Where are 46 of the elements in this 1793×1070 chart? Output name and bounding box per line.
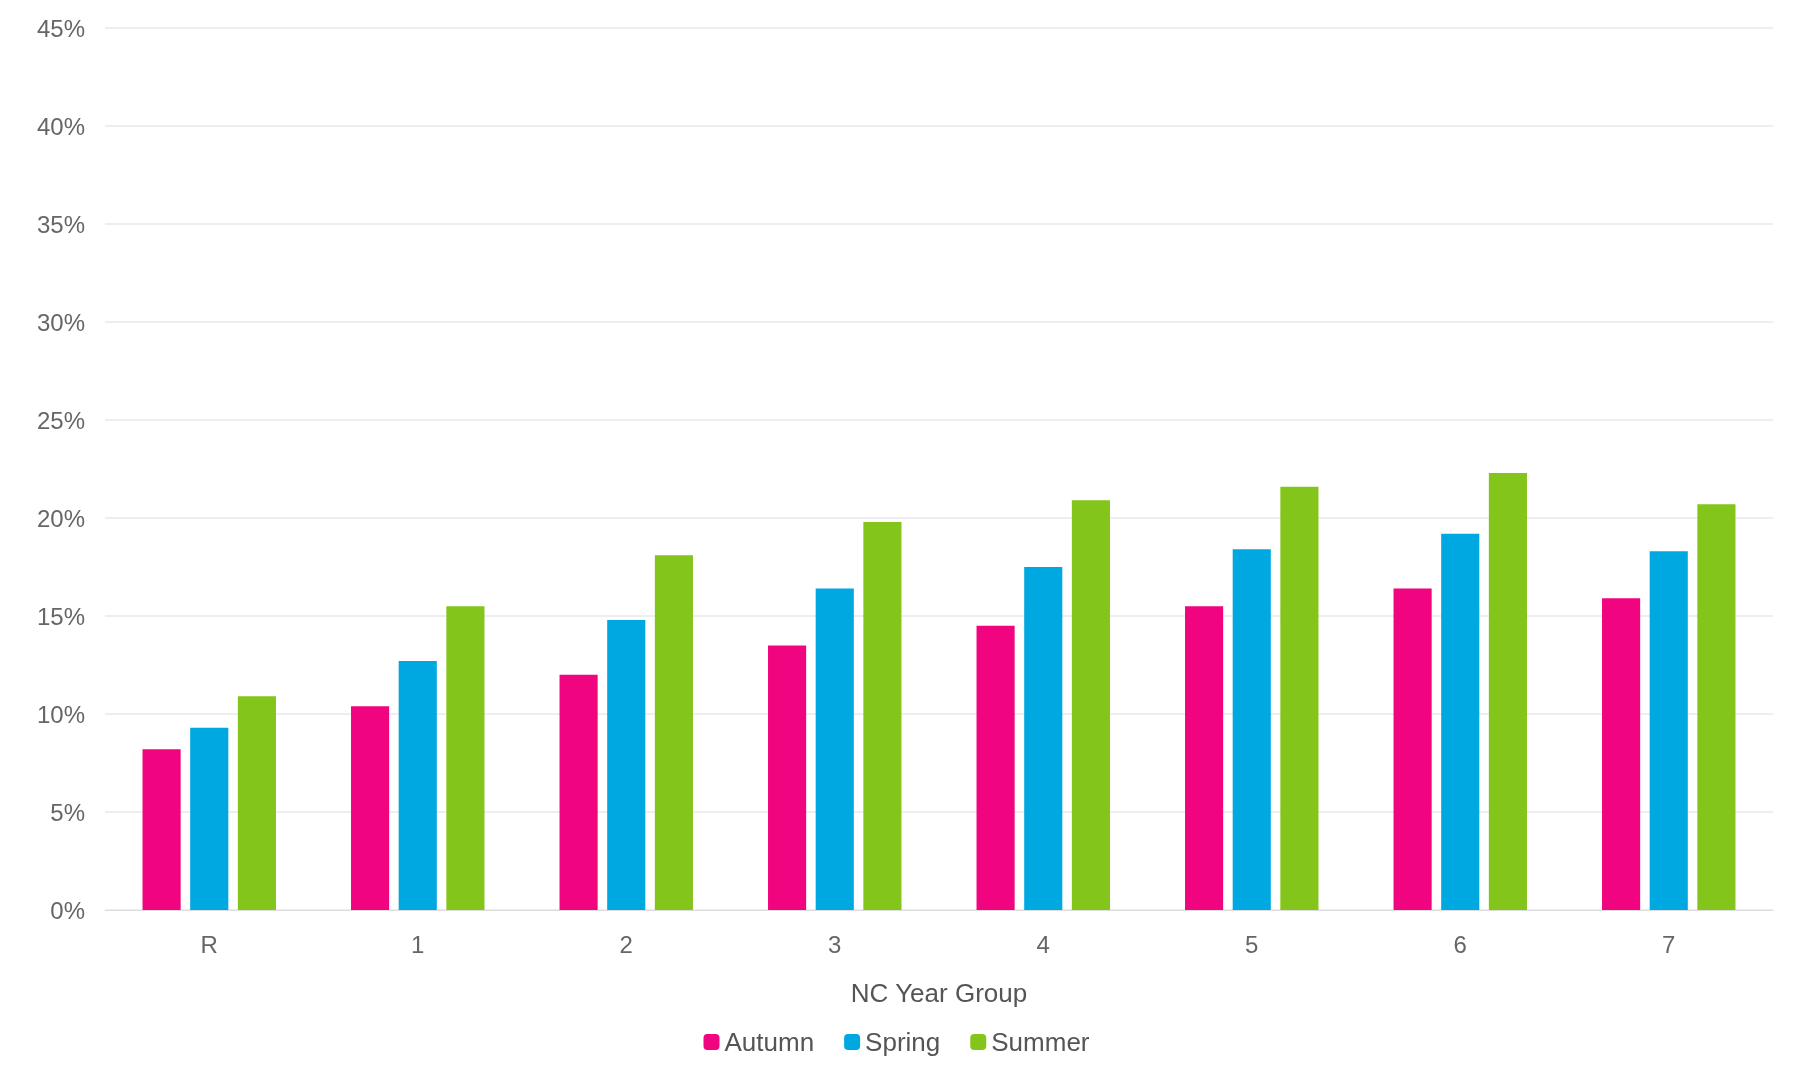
x-axis-title: NC Year Group	[850, 978, 1028, 1008]
bar	[190, 727, 229, 910]
bar	[863, 521, 902, 910]
bar	[1232, 549, 1271, 910]
bar	[142, 749, 181, 910]
bar	[1071, 500, 1110, 910]
x-tick-label: 2	[619, 930, 633, 958]
bar	[351, 706, 390, 910]
x-tick-label: 6	[1453, 930, 1467, 958]
x-tick-label: 4	[1036, 930, 1050, 958]
bar	[1185, 606, 1224, 910]
bar	[237, 696, 276, 910]
bar	[1488, 472, 1527, 910]
y-tick-label: 20%	[36, 504, 85, 532]
y-tick-label: 40%	[36, 112, 85, 140]
x-tick-label: 5	[1245, 930, 1259, 958]
bar	[654, 555, 693, 910]
y-tick-label: 25%	[36, 406, 85, 434]
x-tick-label: 1	[411, 930, 425, 958]
bar	[607, 619, 646, 910]
y-tick-label: 35%	[36, 210, 85, 238]
bar	[398, 661, 437, 910]
bar	[815, 588, 854, 910]
bar	[559, 674, 598, 910]
bar	[768, 645, 807, 910]
x-tick-label: 7	[1662, 930, 1676, 958]
x-tick-label: 3	[828, 930, 842, 958]
bar	[1697, 504, 1736, 910]
y-tick-label: 15%	[36, 602, 85, 630]
bar	[1602, 598, 1641, 910]
legend-label: Autumn	[724, 1027, 815, 1057]
bar	[976, 625, 1015, 910]
x-tick-label: R	[200, 930, 218, 958]
bar	[1024, 567, 1063, 910]
bar	[1280, 486, 1319, 910]
y-tick-label: 5%	[50, 798, 85, 826]
bar	[1393, 588, 1432, 910]
bar	[1649, 551, 1688, 910]
y-tick-label: 30%	[36, 308, 85, 336]
y-tick-label: 45%	[36, 14, 85, 42]
bar	[446, 606, 485, 910]
y-tick-label: 0%	[50, 896, 85, 924]
bar	[1441, 533, 1480, 910]
legend-label: Summer	[991, 1027, 1090, 1057]
legend-label: Spring	[865, 1027, 941, 1057]
y-tick-label: 10%	[36, 700, 85, 728]
